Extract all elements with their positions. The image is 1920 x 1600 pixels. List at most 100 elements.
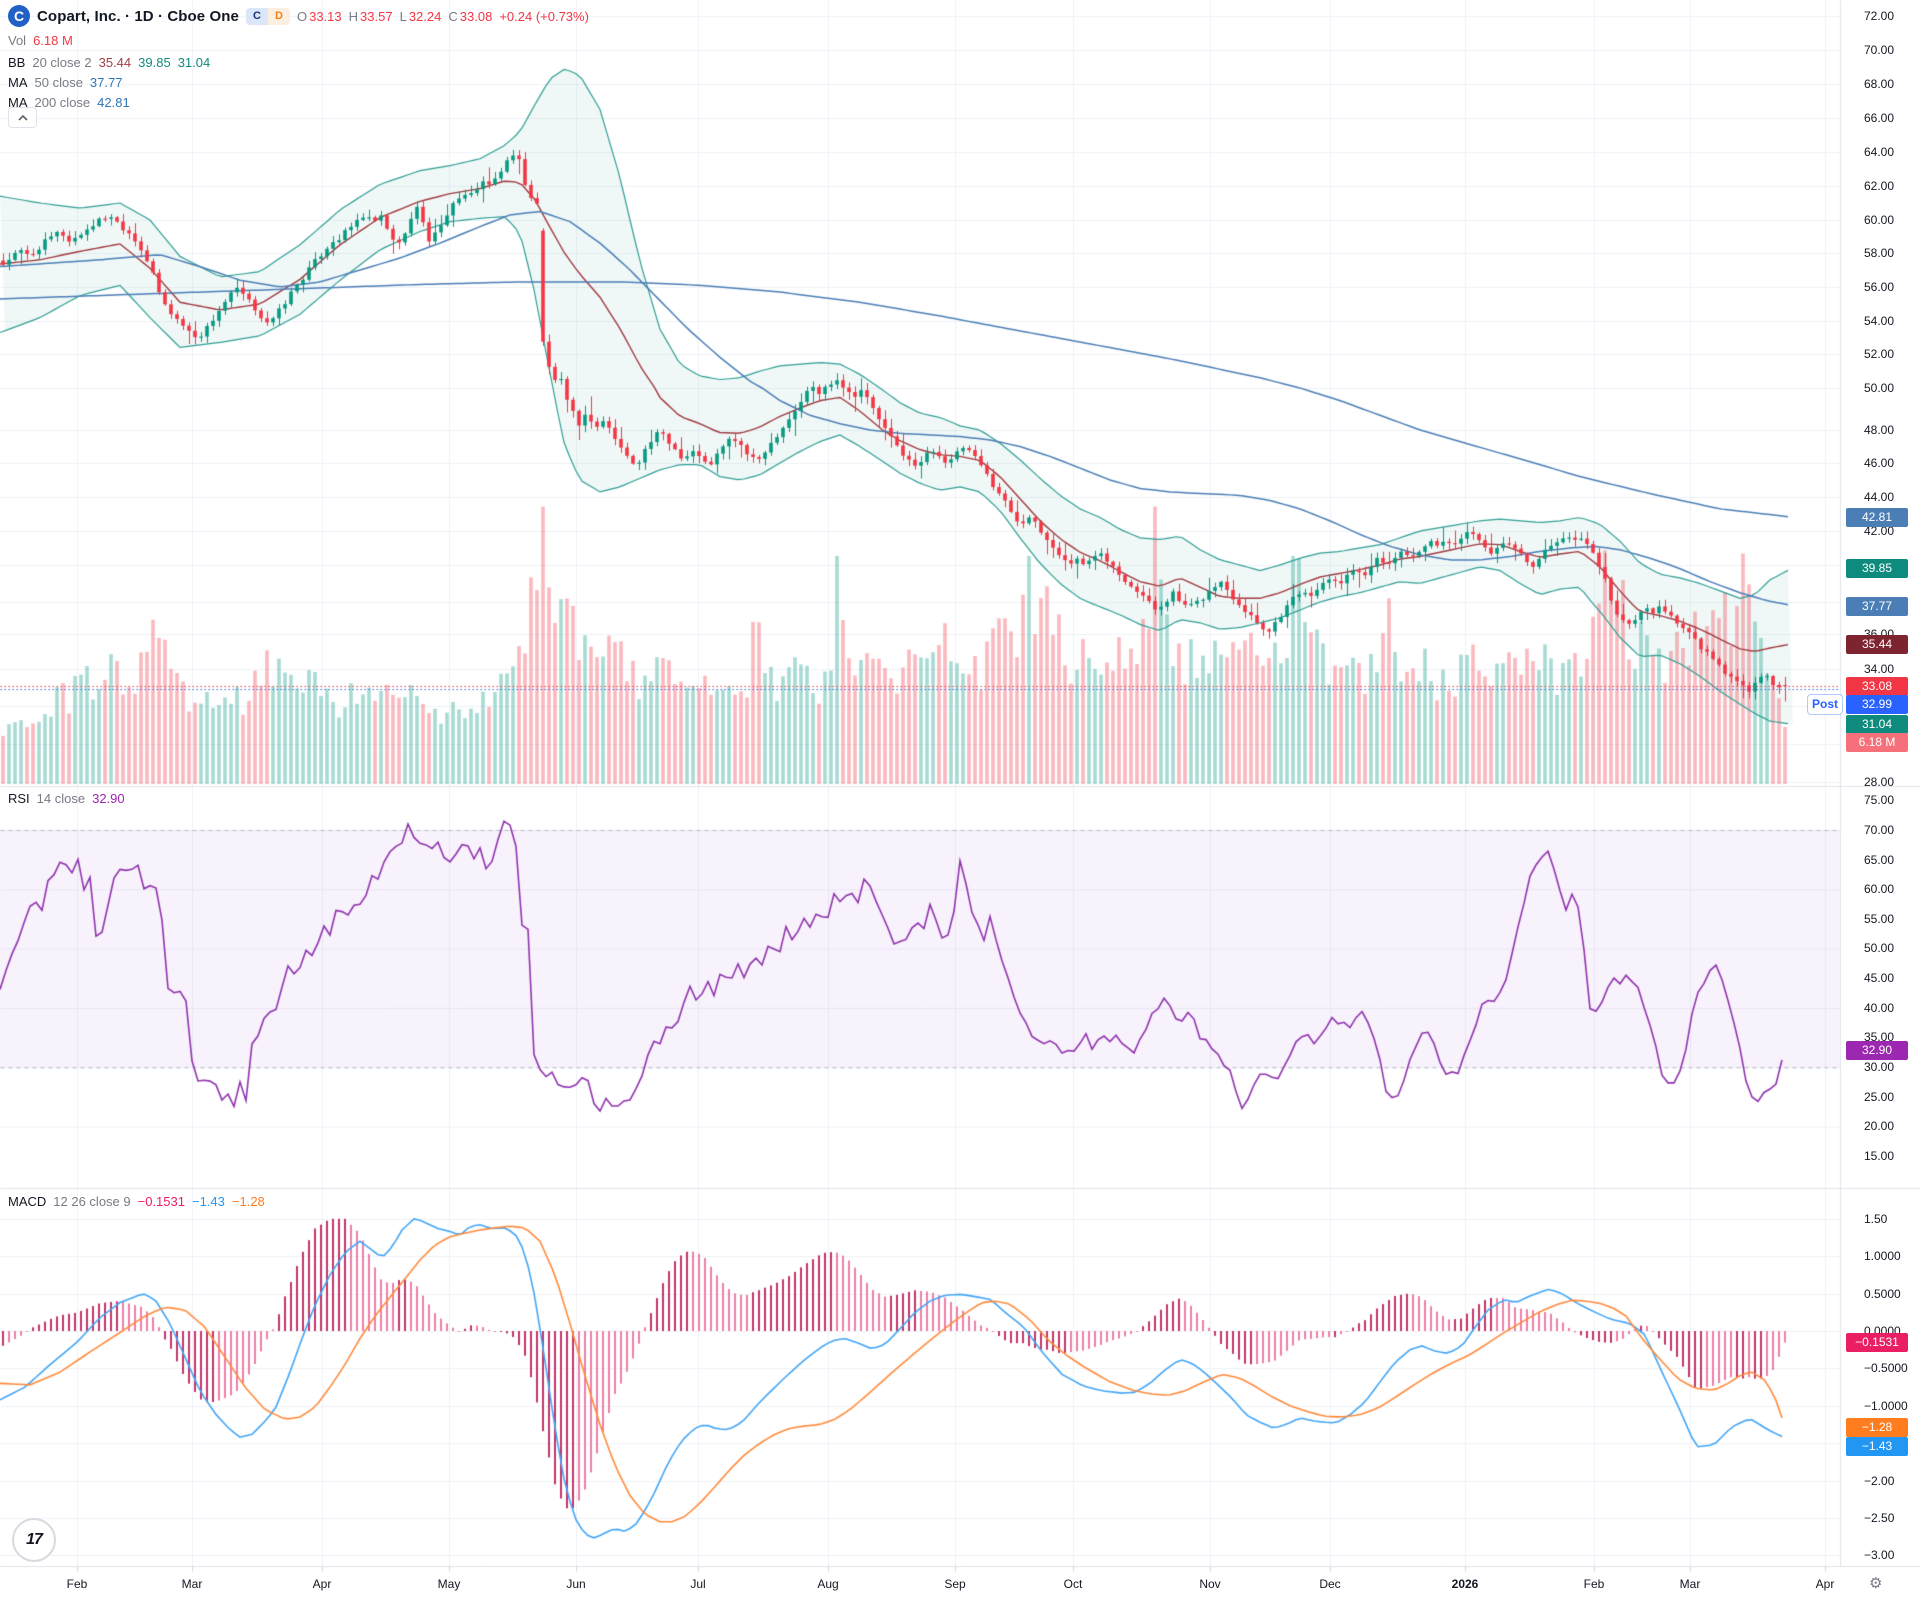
time-axis-label: Mar	[1679, 1577, 1701, 1591]
time-axis-label: Feb	[66, 1577, 88, 1591]
ma50-params: 50 close	[34, 75, 83, 90]
macd-badge: −1.43	[1846, 1437, 1908, 1456]
ma200-value: 42.81	[97, 95, 130, 110]
rsi-legend-row[interactable]: RSI 14 close 32.90	[8, 791, 125, 806]
time-axis-label: Nov	[1199, 1577, 1221, 1591]
rsi-tick-label: 60.00	[1864, 882, 1895, 896]
time-axis-label: Dec	[1319, 1577, 1341, 1591]
rsi-tick-label: 40.00	[1864, 1001, 1895, 1015]
macd-badge: −1.28	[1846, 1418, 1908, 1437]
rsi-tick-label: 75.00	[1864, 793, 1895, 807]
symbol-legend-row[interactable]: C Copart, Inc. · 1D · Cboe One C D O 33.1…	[8, 5, 589, 27]
ohlc-high: H 33.57	[348, 8, 393, 24]
time-axis-label: Oct	[1063, 1577, 1083, 1591]
price-tick-label: 60.00	[1864, 213, 1895, 227]
rsi-tick-label: 70.00	[1864, 823, 1895, 837]
price-badge: 32.99	[1846, 695, 1908, 714]
rsi-value: 32.90	[92, 791, 125, 806]
macd-tick-label: −1.0000	[1864, 1399, 1908, 1413]
macd-legend-row[interactable]: MACD 12 26 close 9 −0.1531 −1.43 −1.28	[8, 1194, 265, 1209]
market-status-pills: C D	[245, 7, 290, 25]
price-tick-label: 68.00	[1864, 77, 1895, 91]
symbol-title: Copart, Inc. · 1D · Cboe One	[37, 7, 239, 25]
bb-legend-row[interactable]: BB 20 close 2 35.44 39.85 31.04	[8, 55, 210, 70]
price-tick-label: 66.00	[1864, 111, 1895, 125]
time-axis-label: May	[437, 1577, 461, 1591]
macd-tick-label: −0.5000	[1864, 1361, 1908, 1375]
price-badge: 31.04	[1846, 715, 1908, 734]
time-axis-label: Apr	[1815, 1577, 1835, 1591]
ohlc-open: O 33.13	[296, 8, 342, 24]
bb-name: BB	[8, 55, 26, 70]
bb-lower-value: 31.04	[177, 55, 211, 70]
price-badge: 35.44	[1846, 635, 1908, 654]
macd-tick-label: 1.50	[1864, 1212, 1888, 1226]
price-tick-label: 64.00	[1864, 145, 1895, 159]
macd-params: 12 26 close 9	[53, 1194, 131, 1209]
price-tick-label: 70.00	[1864, 43, 1895, 57]
time-axis-label: Sep	[944, 1577, 966, 1591]
copart-logo-icon: C	[8, 5, 30, 27]
rsi-tick-label: 30.00	[1864, 1060, 1895, 1074]
volume-legend-row[interactable]: Vol 6.18 M	[8, 33, 73, 48]
macd-name: MACD	[8, 1194, 47, 1209]
delayed-data-icon: D	[267, 7, 290, 25]
bb-params: 20 close 2	[32, 55, 92, 70]
price-change: +0.24 (+0.73%)	[499, 8, 589, 24]
ohlc-close: C 33.08	[448, 8, 493, 24]
price-badge: 37.77	[1846, 597, 1908, 616]
time-axis-label: Feb	[1583, 1577, 1605, 1591]
bb-upper-value: 39.85	[138, 55, 171, 70]
price-tick-label: 48.00	[1864, 423, 1895, 437]
rsi-tick-label: 35.00	[1864, 1030, 1895, 1044]
time-axis-label: Aug	[817, 1577, 839, 1591]
macd-signal-value: −1.28	[231, 1194, 265, 1209]
rsi-badge: 32.90	[1846, 1041, 1908, 1060]
post-market-chip: Post	[1808, 695, 1842, 714]
cboe-icon: C	[245, 7, 268, 25]
ma50-value: 37.77	[89, 75, 123, 90]
price-tick-label: 52.00	[1864, 347, 1895, 361]
macd-tick-label: 0.5000	[1864, 1287, 1901, 1301]
macd-badge: −0.1531	[1846, 1333, 1908, 1352]
macd-hist-value: −0.1531	[137, 1194, 185, 1209]
price-tick-label: 58.00	[1864, 246, 1895, 260]
rsi-tick-label: 50.00	[1864, 941, 1895, 955]
ma50-legend-row[interactable]: MA 50 close 37.77	[8, 75, 122, 90]
price-tick-label: 50.00	[1864, 381, 1895, 395]
volume-value: 6.18 M	[33, 33, 73, 48]
rsi-tick-label: 45.00	[1864, 971, 1895, 985]
time-axis-label: Apr	[312, 1577, 332, 1591]
settings-gear-icon[interactable]: ⚙	[1869, 1575, 1883, 1592]
price-tick-label: 54.00	[1864, 314, 1895, 328]
rsi-tick-label: 20.00	[1864, 1119, 1895, 1133]
ma200-legend-row[interactable]: MA 200 close 42.81	[8, 95, 130, 110]
rsi-tick-label: 65.00	[1864, 853, 1895, 867]
tradingview-logo-icon[interactable]: 17	[12, 1518, 56, 1562]
collapse-legend-button[interactable]	[8, 107, 37, 128]
time-axis-label: Mar	[181, 1577, 203, 1591]
rsi-tick-label: 55.00	[1864, 912, 1895, 926]
rsi-tick-label: 15.00	[1864, 1149, 1895, 1163]
chevron-up-icon	[17, 114, 28, 121]
price-badge: 33.08	[1846, 677, 1908, 696]
ma200-name: MA	[8, 95, 28, 110]
volume-label: Vol	[8, 33, 27, 48]
time-axis-label: Jul	[690, 1577, 706, 1591]
time-axis-label: 2026	[1451, 1577, 1479, 1591]
price-tick-label: 42.00	[1864, 524, 1895, 538]
macd-tick-label: 1.0000	[1864, 1249, 1901, 1263]
ohlc-low: L 32.24	[399, 8, 442, 24]
macd-tick-label: −2.00	[1864, 1474, 1895, 1488]
price-tick-label: 34.00	[1864, 662, 1895, 676]
macd-line-value: −1.43	[191, 1194, 225, 1209]
price-tick-label: 46.00	[1864, 456, 1895, 470]
macd-tick-label: −2.50	[1864, 1511, 1895, 1525]
rsi-name: RSI	[8, 791, 30, 806]
price-tick-label: 56.00	[1864, 280, 1895, 294]
ma50-name: MA	[8, 75, 28, 90]
rsi-tick-label: 25.00	[1864, 1090, 1895, 1104]
price-badge: 6.18 M	[1846, 733, 1908, 752]
